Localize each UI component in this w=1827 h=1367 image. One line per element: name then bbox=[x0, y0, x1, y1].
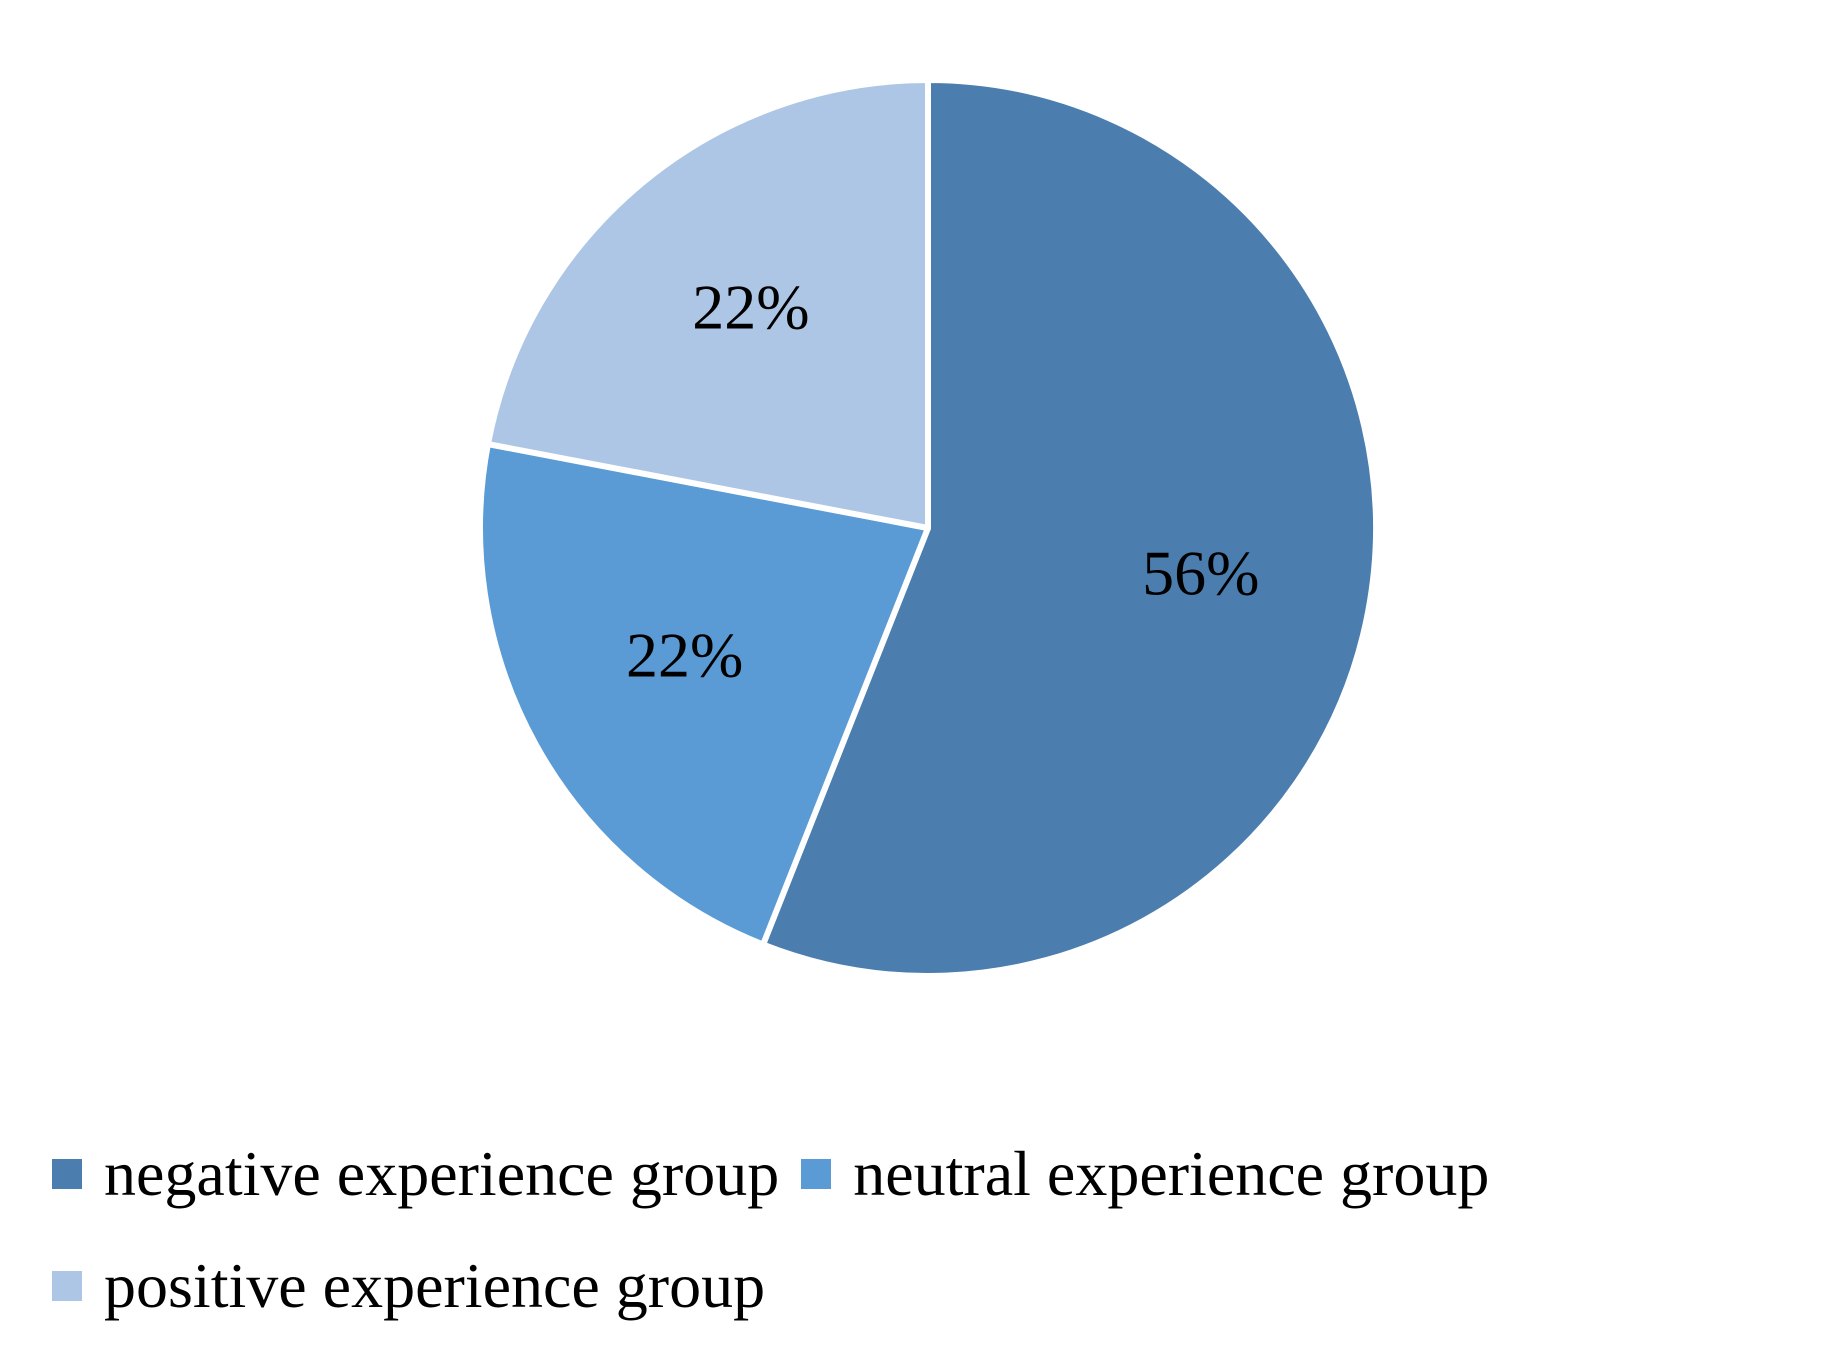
legend-label-neutral: neutral experience group bbox=[853, 1138, 1490, 1209]
data-label-neutral: 22% bbox=[626, 619, 743, 690]
pie-data-labels: 56% 22% 22% bbox=[626, 272, 1260, 691]
pie-slices bbox=[477, 77, 1379, 979]
legend-item-negative: negative experience group bbox=[52, 1118, 779, 1230]
legend-swatch-neutral bbox=[801, 1159, 832, 1189]
legend-label-negative: negative experience group bbox=[104, 1138, 780, 1209]
pie-slice-positive bbox=[484, 77, 931, 531]
legend-swatch-negative bbox=[52, 1159, 82, 1189]
pie-slice-negative bbox=[760, 77, 1379, 979]
legend-item-neutral: neutral experience group bbox=[801, 1118, 1489, 1230]
legend-swatch-positive bbox=[52, 1271, 82, 1301]
pie-slice-neutral bbox=[477, 441, 931, 948]
legend-label-positive: positive experience group bbox=[104, 1250, 766, 1321]
data-label-negative: 56% bbox=[1142, 538, 1259, 609]
legend-row-2: positive experience group bbox=[52, 1230, 1792, 1342]
legend-row-1: negative experience group neutral experi… bbox=[52, 1118, 1792, 1230]
data-label-positive: 22% bbox=[692, 272, 809, 343]
legend: negative experience group neutral experi… bbox=[52, 1118, 1792, 1342]
legend-item-positive: positive experience group bbox=[52, 1230, 765, 1342]
